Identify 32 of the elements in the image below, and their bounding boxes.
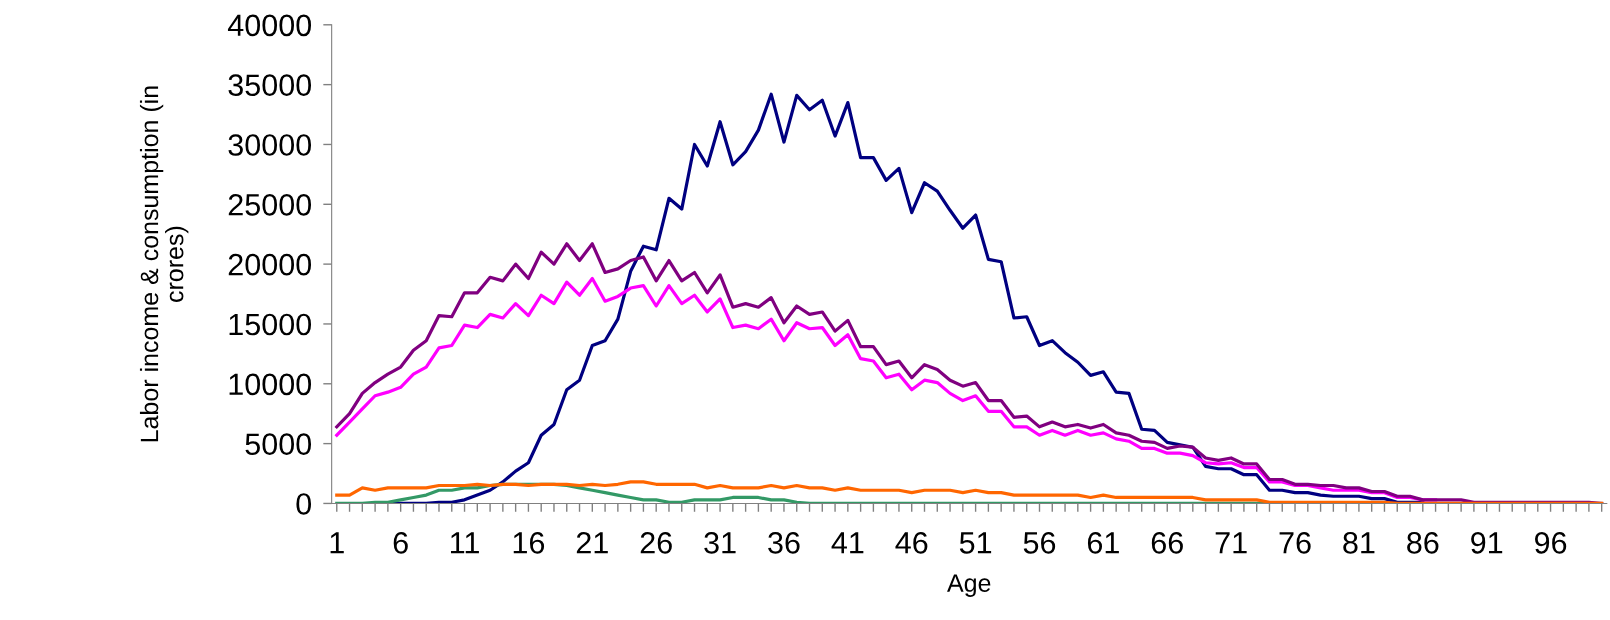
- y-axis-title: Labor income & consumption (in crores): [139, 86, 189, 442]
- y-tick-label: 30000: [228, 134, 312, 156]
- x-tick-label: 31: [704, 532, 736, 554]
- x-tick-label: 46: [895, 532, 928, 554]
- x-tick-label: 26: [640, 532, 672, 554]
- x-tick-label: 66: [1151, 532, 1183, 554]
- x-tick-label: 36: [768, 532, 800, 554]
- x-tick-label: 96: [1535, 532, 1567, 554]
- x-tick-label: 56: [1023, 532, 1056, 554]
- line-series: [335, 480, 1604, 504]
- x-tick-label: 81: [1343, 532, 1375, 554]
- x-tick-label: 76: [1279, 532, 1311, 554]
- y-tick-label: 15000: [229, 313, 312, 336]
- x-tick-label: 21: [576, 532, 608, 554]
- x-tick-label: 11: [451, 532, 479, 554]
- y-tick-label: 35000: [228, 74, 312, 96]
- x-tick-label: 6: [393, 532, 408, 554]
- x-tick-label: 71: [1215, 532, 1247, 554]
- x-tick-label: 1: [330, 532, 344, 554]
- y-tick-label: 10000: [229, 373, 312, 396]
- x-tick-label: 86: [1407, 532, 1439, 554]
- x-axis-title: Age: [947, 574, 991, 597]
- y-tick-label: 40000: [227, 14, 312, 37]
- y-tick-label: 25000: [228, 194, 312, 216]
- y-tick-label: 5000: [245, 433, 312, 455]
- x-tick-label: 61: [1087, 532, 1119, 554]
- y-tick-label: 0: [296, 493, 312, 515]
- y-tick-label: 20000: [228, 253, 312, 276]
- x-tick-label: 91: [1471, 532, 1503, 554]
- x-tick-label: 51: [959, 532, 992, 554]
- x-tick-label: 16: [513, 532, 545, 554]
- x-tick-label: 41: [831, 532, 864, 554]
